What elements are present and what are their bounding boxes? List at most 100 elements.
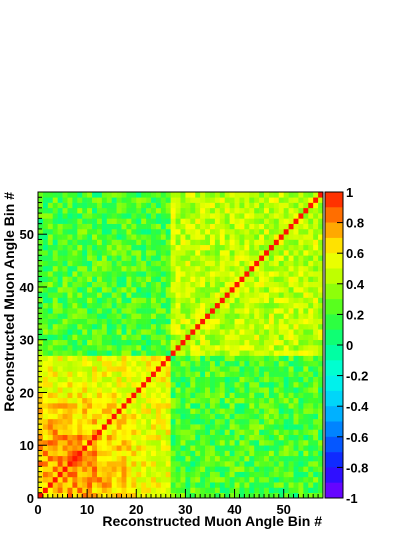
- heatmap-cell: [82, 297, 88, 304]
- heatmap-cell: [146, 318, 152, 325]
- heatmap-cell: [209, 471, 216, 478]
- heatmap-cell: [155, 339, 162, 346]
- heatmap-cell: [170, 308, 176, 314]
- heatmap-cell: [278, 339, 284, 346]
- heatmap-cell: [175, 313, 181, 319]
- heatmap-cell: [92, 355, 98, 362]
- heatmap-cell: [234, 250, 240, 256]
- heatmap-cell: [126, 255, 132, 261]
- heatmap-cell: [121, 461, 127, 467]
- heatmap-cell: [244, 429, 250, 435]
- heatmap-cell: [126, 323, 132, 330]
- heatmap-cell: [136, 318, 142, 325]
- colorbar-tick-label: -1: [346, 491, 358, 506]
- heatmap-cell: [87, 397, 93, 404]
- heatmap-cell: [219, 482, 226, 488]
- heatmap-cell: [38, 271, 44, 277]
- heatmap-cell: [170, 413, 176, 420]
- heatmap-cell: [185, 260, 191, 267]
- heatmap-cell: [195, 308, 201, 314]
- heatmap-cell: [318, 318, 324, 325]
- heatmap-cell: [195, 450, 201, 457]
- heatmap-cell: [151, 387, 157, 393]
- heatmap-cell: [116, 450, 122, 457]
- heatmap-cell: [151, 228, 157, 235]
- heatmap-cell: [244, 413, 250, 420]
- heatmap-cell: [136, 418, 142, 425]
- heatmap-cell: [87, 223, 93, 230]
- heatmap-cell: [96, 281, 103, 288]
- heatmap-cell: [92, 413, 98, 420]
- heatmap-cell: [298, 218, 304, 224]
- heatmap-cell: [170, 350, 176, 356]
- heatmap-cell: [298, 329, 304, 335]
- heatmap-cell: [239, 455, 245, 462]
- heatmap-cell: [52, 218, 58, 224]
- heatmap-cell: [175, 192, 181, 198]
- heatmap-cell: [151, 355, 157, 362]
- heatmap-cell: [283, 234, 289, 240]
- heatmap-cell: [96, 350, 103, 356]
- heatmap-cell: [67, 376, 73, 383]
- heatmap-cell: [298, 445, 304, 451]
- heatmap-cell: [96, 455, 103, 462]
- heatmap-cell: [298, 265, 304, 272]
- heatmap-cell: [52, 350, 58, 356]
- heatmap-cell: [318, 228, 324, 235]
- heatmap-cell: [283, 445, 289, 451]
- heatmap-cell: [219, 302, 226, 309]
- heatmap-cell: [273, 371, 280, 377]
- heatmap-cell: [170, 492, 176, 499]
- heatmap-cell: [259, 482, 265, 488]
- heatmap-cell: [52, 202, 58, 209]
- heatmap-cell: [239, 476, 245, 483]
- heatmap-cell: [155, 350, 162, 356]
- heatmap-cell: [283, 207, 289, 214]
- heatmap-cell: [209, 218, 216, 224]
- heatmap-cell: [318, 313, 324, 319]
- heatmap-cell: [180, 318, 186, 325]
- heatmap-cell: [146, 434, 152, 441]
- heatmap-cell: [283, 471, 289, 478]
- heatmap-cell: [106, 492, 113, 499]
- heatmap-cell: [185, 202, 191, 209]
- heatmap-cell: [200, 260, 206, 267]
- heatmap-cell: [264, 455, 270, 462]
- heatmap-cell: [219, 429, 226, 435]
- heatmap-cell: [92, 334, 98, 341]
- heatmap-cell: [190, 371, 196, 377]
- heatmap-cell: [170, 339, 176, 346]
- colorbar-tick-label: -0.4: [346, 399, 369, 414]
- heatmap-cell: [308, 360, 314, 367]
- heatmap-cell: [141, 297, 147, 304]
- heatmap-cell: [229, 403, 235, 409]
- heatmap-cell: [92, 408, 98, 414]
- heatmap-cell: [268, 244, 275, 251]
- heatmap-cell: [101, 381, 108, 388]
- heatmap-cell: [136, 260, 142, 267]
- heatmap-cell: [180, 424, 186, 430]
- heatmap-cell: [62, 403, 68, 409]
- heatmap-cell: [308, 387, 314, 393]
- heatmap-cell: [219, 276, 226, 282]
- heatmap-cell: [264, 192, 270, 198]
- heatmap-cell: [38, 223, 44, 230]
- heatmap-cell: [72, 371, 78, 377]
- heatmap-cell: [214, 376, 221, 383]
- heatmap-cell: [92, 213, 98, 219]
- heatmap-cell: [288, 345, 294, 351]
- heatmap-cell: [87, 302, 93, 309]
- heatmap-cell: [190, 323, 196, 330]
- heatmap-cell: [131, 350, 137, 356]
- heatmap-cell: [288, 466, 294, 472]
- heatmap-cell: [209, 424, 216, 430]
- heatmap-cell: [318, 482, 324, 488]
- heatmap-cell: [234, 318, 240, 325]
- heatmap-cell: [38, 218, 44, 224]
- heatmap-cell: [249, 323, 255, 330]
- heatmap-cell: [195, 476, 201, 483]
- heatmap-cell: [313, 260, 319, 267]
- heatmap-cell: [190, 413, 196, 420]
- heatmap-cell: [190, 397, 196, 404]
- heatmap-cell: [106, 197, 113, 203]
